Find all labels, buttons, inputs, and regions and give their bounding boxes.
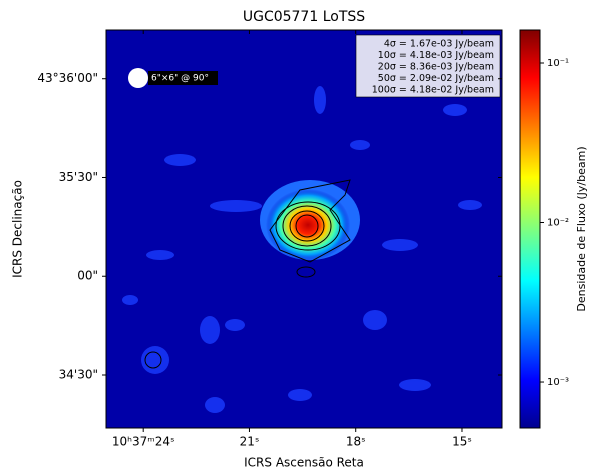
colorbar-tick-label: 10⁻² (547, 218, 569, 229)
beam (128, 68, 148, 88)
y-axis-label: ICRS Declinação (11, 180, 25, 278)
chart-title: UGC05771 LoTSS (243, 9, 365, 25)
x-tick-label: 15ˢ (452, 435, 472, 449)
beam-label-box (148, 71, 218, 85)
x-axis-label: ICRS Ascensão Reta (244, 456, 364, 470)
y-tick-label: 34'30" (59, 367, 98, 381)
contour-legend-entry: 100σ = 4.18e-02 Jy/beam (372, 85, 494, 96)
colorbar-tick-label: 10⁻³ (547, 377, 569, 388)
x-tick-label: 21ˢ (240, 435, 260, 449)
contour-legend (355, 34, 501, 98)
x-tick-label: 18ˢ (346, 435, 366, 449)
y-tick-label: 00" (77, 269, 98, 283)
contour-legend-entry: 4σ = 1.67e-03 Jy/beam (384, 39, 494, 50)
colorbar-label: Densidade de Fluxo (Jy/beam) (575, 146, 588, 311)
y-tick-label: 43°36'00" (37, 71, 98, 85)
contour-legend-entry: 10σ = 4.18e-03 Jy/beam (378, 50, 494, 61)
contour-legend-entry: 50σ = 2.09e-02 Jy/beam (378, 73, 494, 84)
contour-legend-entry: 20σ = 8.36e-03 Jy/beam (378, 62, 494, 73)
beam-label: 6"×6" @ 90° (151, 74, 209, 84)
colorbar-tick-label: 10⁻¹ (547, 58, 569, 69)
x-tick-label: 10ʰ37ᵐ24ˢ (112, 435, 175, 449)
colorbar (519, 29, 541, 429)
plot-frame (105, 29, 503, 429)
y-tick-label: 35'30" (59, 170, 98, 184)
